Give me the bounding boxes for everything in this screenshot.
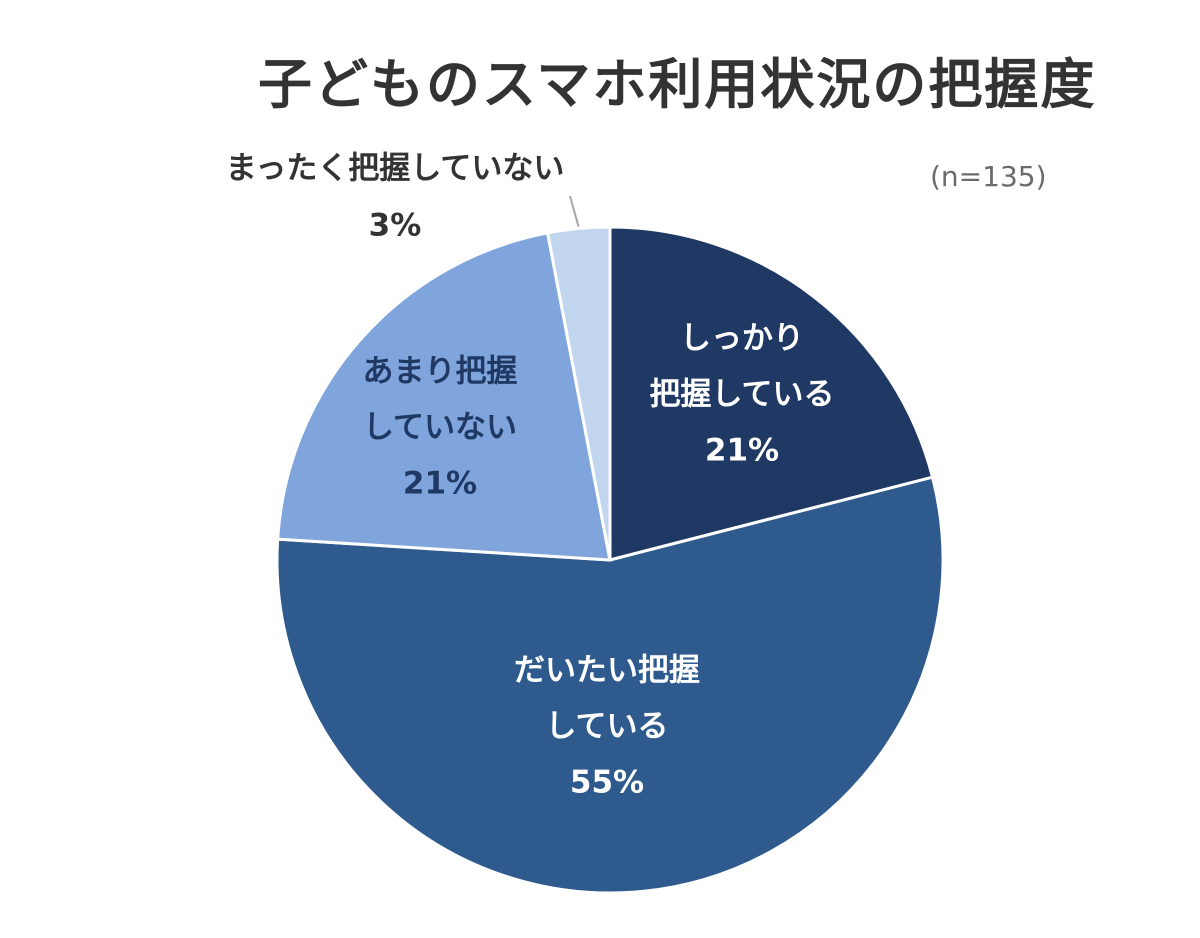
slice-label: しっかり	[680, 321, 804, 357]
pie-slice-3	[276, 231, 612, 562]
slice-label: あまり把握	[363, 354, 518, 390]
slice-value-label: 55%	[570, 765, 644, 801]
sample-size-note: (n=135)	[930, 160, 1047, 193]
slice-label: まったく把握していない	[226, 151, 565, 187]
chart-title: 子どものスマホ利用状況の把握度	[258, 53, 1097, 116]
slice-label: だいたい把握	[514, 653, 700, 689]
slice-label: 把握している	[649, 377, 834, 413]
leader-line	[569, 195, 580, 227]
slice-value-label: 3%	[369, 208, 422, 244]
slice-value-label: 21%	[705, 433, 779, 469]
pie-slice-1	[608, 225, 935, 562]
slice-label: していない	[363, 410, 517, 446]
pie-slice-4	[545, 225, 612, 561]
slice-label: している	[545, 709, 668, 745]
pie-slice-2	[275, 475, 945, 895]
slice-value-label: 21%	[403, 466, 477, 502]
